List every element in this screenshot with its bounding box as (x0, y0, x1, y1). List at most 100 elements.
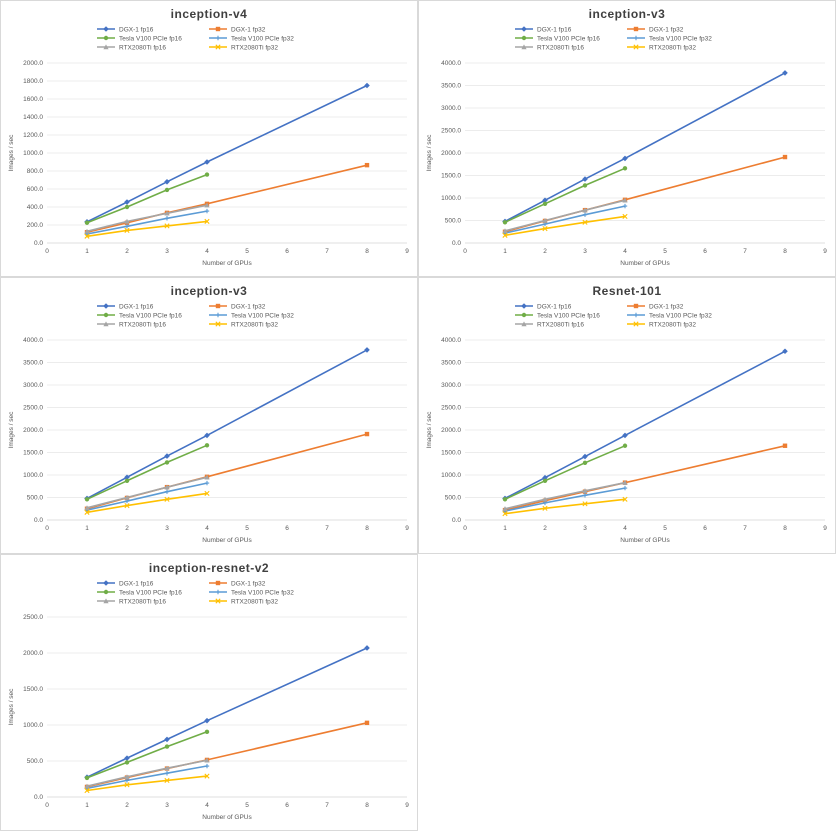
y-tick-label: 1500.0 (23, 686, 43, 693)
legend-marker (633, 321, 639, 327)
data-point (164, 210, 170, 216)
series-dgx-1-fp16 (84, 645, 370, 780)
x-tick-label: 2 (125, 802, 129, 809)
y-tick-label: 500.0 (445, 218, 462, 225)
legend-marker (633, 26, 639, 32)
data-point (364, 162, 370, 168)
data-point (364, 431, 370, 437)
x-tick-label: 8 (365, 525, 369, 532)
legend-marker (633, 44, 639, 50)
x-tick-label: 6 (285, 525, 289, 532)
data-point (84, 775, 90, 781)
data-point (364, 347, 370, 353)
x-tick-label: 7 (743, 248, 747, 255)
data-point (782, 70, 788, 76)
legend-marker (103, 312, 109, 318)
y-tick-label: 500.0 (445, 495, 462, 502)
y-tick-label: 0.0 (452, 240, 461, 247)
series-line (86, 220, 208, 238)
y-tick-label: 2000.0 (23, 427, 43, 434)
y-tick-label: 0.0 (34, 517, 43, 524)
x-tick-label: 1 (85, 248, 89, 255)
chart-title: inception-v3 (589, 7, 666, 21)
data-point (502, 232, 508, 238)
data-point (124, 227, 130, 233)
legend-marker (215, 35, 221, 41)
chart-svg: inception-v3 DGX-1 fp16 DGX-1 fp32 Tesla V1… (426, 7, 827, 267)
data-point (204, 202, 210, 208)
x-tick-label: 2 (125, 248, 129, 255)
y-tick-label: 500.0 (27, 758, 44, 765)
data-point (124, 474, 130, 481)
x-tick-label: 6 (703, 525, 707, 532)
data-point (204, 480, 210, 486)
legend-marker (521, 26, 527, 32)
legend-label: RTX2080Ti fp32 (231, 44, 278, 51)
data-point (204, 443, 210, 448)
chart-svg: inception-v3 DGX-1 fp16 DGX-1 fp32 Tesla V1… (8, 284, 409, 544)
data-point (204, 474, 210, 480)
series-rtx2080ti-fp32 (84, 773, 210, 794)
data-point (582, 493, 588, 498)
series-dgx-1-fp16 (84, 347, 370, 502)
legend-label: DGX-1 fp32 (649, 26, 684, 33)
x-tick-label: 9 (823, 525, 827, 532)
series-line (86, 476, 208, 509)
chart-panel-inception-resnet-v2: inception-resnet-v2 DGX-1 fp16 DGX-1 fp32 T… (0, 554, 418, 831)
legend-label: Tesla V100 PCIe fp32 (231, 35, 294, 42)
legend-label: RTX2080Ti fp32 (231, 598, 278, 605)
data-point (364, 645, 370, 651)
legend-label: DGX-1 fp16 (119, 26, 154, 33)
chart-legend: DGX-1 fp16 DGX-1 fp32 Tesla V100 PCIe fp16… (97, 303, 294, 328)
legend-marker (103, 321, 109, 327)
x-tick-label: 2 (125, 525, 129, 532)
legend-label: DGX-1 fp32 (231, 303, 266, 310)
data-point (124, 199, 130, 205)
data-point (622, 480, 628, 485)
y-tick-label: 2500.0 (441, 405, 461, 412)
data-point (582, 176, 588, 182)
series-rtx2080ti-fp32 (84, 490, 210, 515)
legend-marker (521, 35, 527, 41)
legend-marker (521, 303, 527, 309)
series-line (86, 759, 208, 787)
data-point (84, 509, 90, 515)
series-line (504, 72, 786, 223)
y-tick-label: 3000.0 (23, 382, 43, 389)
x-tick-label: 8 (783, 525, 787, 532)
series-dgx-1-fp16 (502, 70, 788, 225)
data-point (124, 218, 130, 224)
y-axis-label: Images / sec (8, 411, 15, 449)
data-point (542, 505, 548, 511)
series-rtx2080ti-fp32 (502, 213, 628, 238)
series-tesla-v100-pcie-fp32 (502, 485, 628, 514)
y-tick-label: 400.0 (27, 204, 44, 211)
chart-panel-inception-v3-top: inception-v3 DGX-1 fp16 DGX-1 fp32 Tesla V1… (418, 0, 836, 277)
y-tick-label: 2000.0 (23, 60, 43, 67)
series-tesla-v100-pcie-fp16 (84, 443, 210, 502)
x-tick-label: 3 (583, 248, 587, 255)
x-tick-label: 5 (663, 525, 667, 532)
data-point (84, 497, 90, 502)
legend-marker (633, 35, 639, 41)
series-line (86, 210, 208, 235)
series-rtx2080ti-fp32 (84, 218, 210, 239)
legend-marker (103, 303, 109, 309)
y-tick-label: 2500.0 (23, 614, 43, 621)
y-axis-label: Images / sec (8, 134, 15, 172)
data-point (622, 203, 628, 209)
series-rtx2080ti-fp16 (502, 197, 628, 234)
series-line (504, 199, 626, 232)
legend-label: DGX-1 fp32 (649, 303, 684, 310)
x-tick-label: 4 (205, 248, 209, 255)
data-point (164, 489, 170, 494)
legend-marker (521, 321, 527, 327)
x-tick-label: 0 (463, 248, 467, 255)
x-tick-label: 9 (823, 248, 827, 255)
x-tick-label: 8 (365, 248, 369, 255)
x-tick-label: 0 (45, 802, 49, 809)
legend-marker (633, 312, 639, 318)
data-point (542, 478, 548, 484)
data-point (164, 777, 170, 784)
chart-title: inception-v4 (171, 7, 248, 21)
